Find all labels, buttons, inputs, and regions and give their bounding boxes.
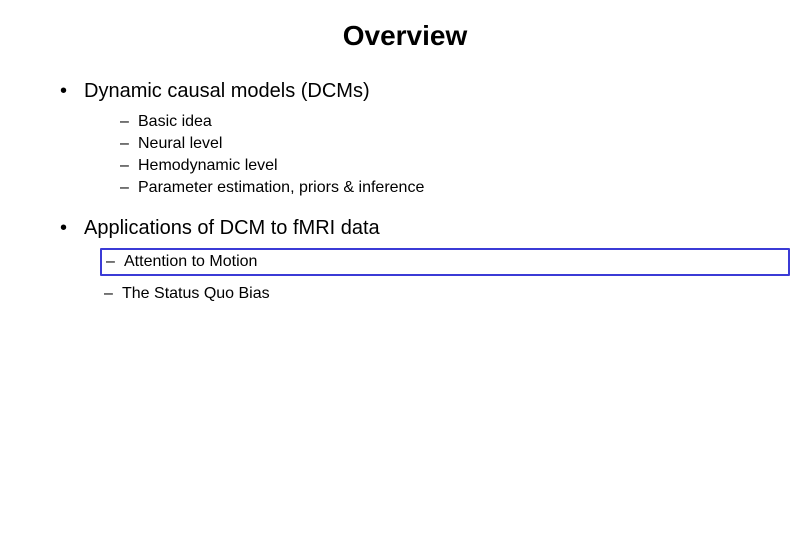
list-item: – Basic idea — [120, 113, 810, 131]
bullet-dash-icon: – — [104, 285, 122, 303]
list-item: • Dynamic causal models (DCMs) – Basic i… — [60, 80, 810, 197]
l2-text: The Status Quo Bias — [122, 285, 270, 303]
list-item: – Hemodynamic level — [120, 157, 810, 175]
l1-row: • Dynamic causal models (DCMs) — [60, 80, 810, 103]
bullet-dash-icon: – — [106, 253, 124, 271]
bullet-dash-icon: – — [120, 157, 138, 175]
l2-text: Hemodynamic level — [138, 157, 278, 175]
l2-text: Basic idea — [138, 113, 212, 131]
l1-text: Dynamic causal models (DCMs) — [84, 80, 370, 103]
bullet-list-level2: – Basic idea – Neural level – Hemodynami… — [120, 113, 810, 197]
bullet-list-level2: – Attention to Motion – The Status Quo B… — [100, 248, 810, 306]
bullet-list-level1: • Dynamic causal models (DCMs) – Basic i… — [60, 80, 810, 306]
l1-row: • Applications of DCM to fMRI data — [60, 217, 810, 240]
bullet-dot-icon: • — [60, 80, 84, 103]
slide: Overview • Dynamic causal models (DCMs) … — [0, 0, 810, 540]
list-item: – Parameter estimation, priors & inferen… — [120, 179, 810, 197]
bullet-dot-icon: • — [60, 217, 84, 240]
bullet-dash-icon: – — [120, 113, 138, 131]
list-item: – Neural level — [120, 135, 810, 153]
l2-text: Parameter estimation, priors & inference — [138, 179, 424, 197]
l2-text: Neural level — [138, 135, 222, 153]
l2-text: Attention to Motion — [124, 253, 257, 271]
l2-row: – Attention to Motion — [106, 253, 784, 271]
slide-title: Overview — [0, 20, 810, 52]
highlighted-item: – Attention to Motion — [100, 248, 790, 276]
list-item: – The Status Quo Bias — [100, 282, 810, 306]
l1-text: Applications of DCM to fMRI data — [84, 217, 380, 240]
bullet-dash-icon: – — [120, 135, 138, 153]
list-item: • Applications of DCM to fMRI data – Att… — [60, 217, 810, 306]
bullet-dash-icon: – — [120, 179, 138, 197]
l2-row: – The Status Quo Bias — [104, 285, 806, 303]
